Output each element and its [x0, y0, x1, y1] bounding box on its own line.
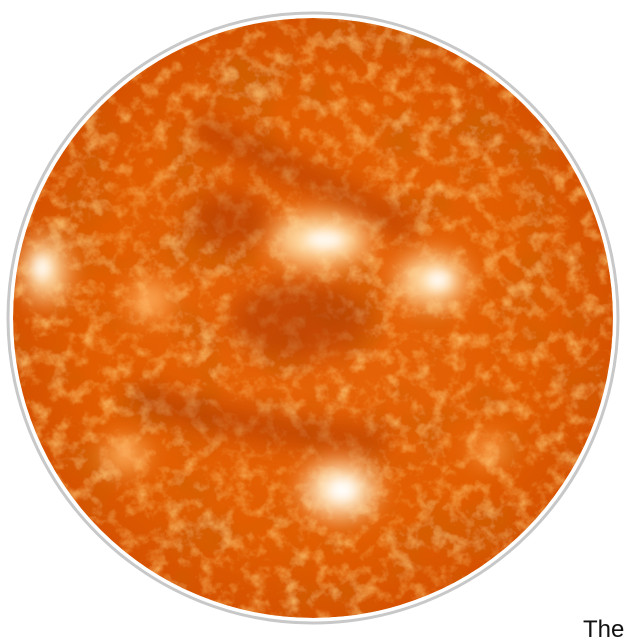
sun-disk: [13, 18, 613, 618]
caption-text: The: [583, 616, 625, 643]
